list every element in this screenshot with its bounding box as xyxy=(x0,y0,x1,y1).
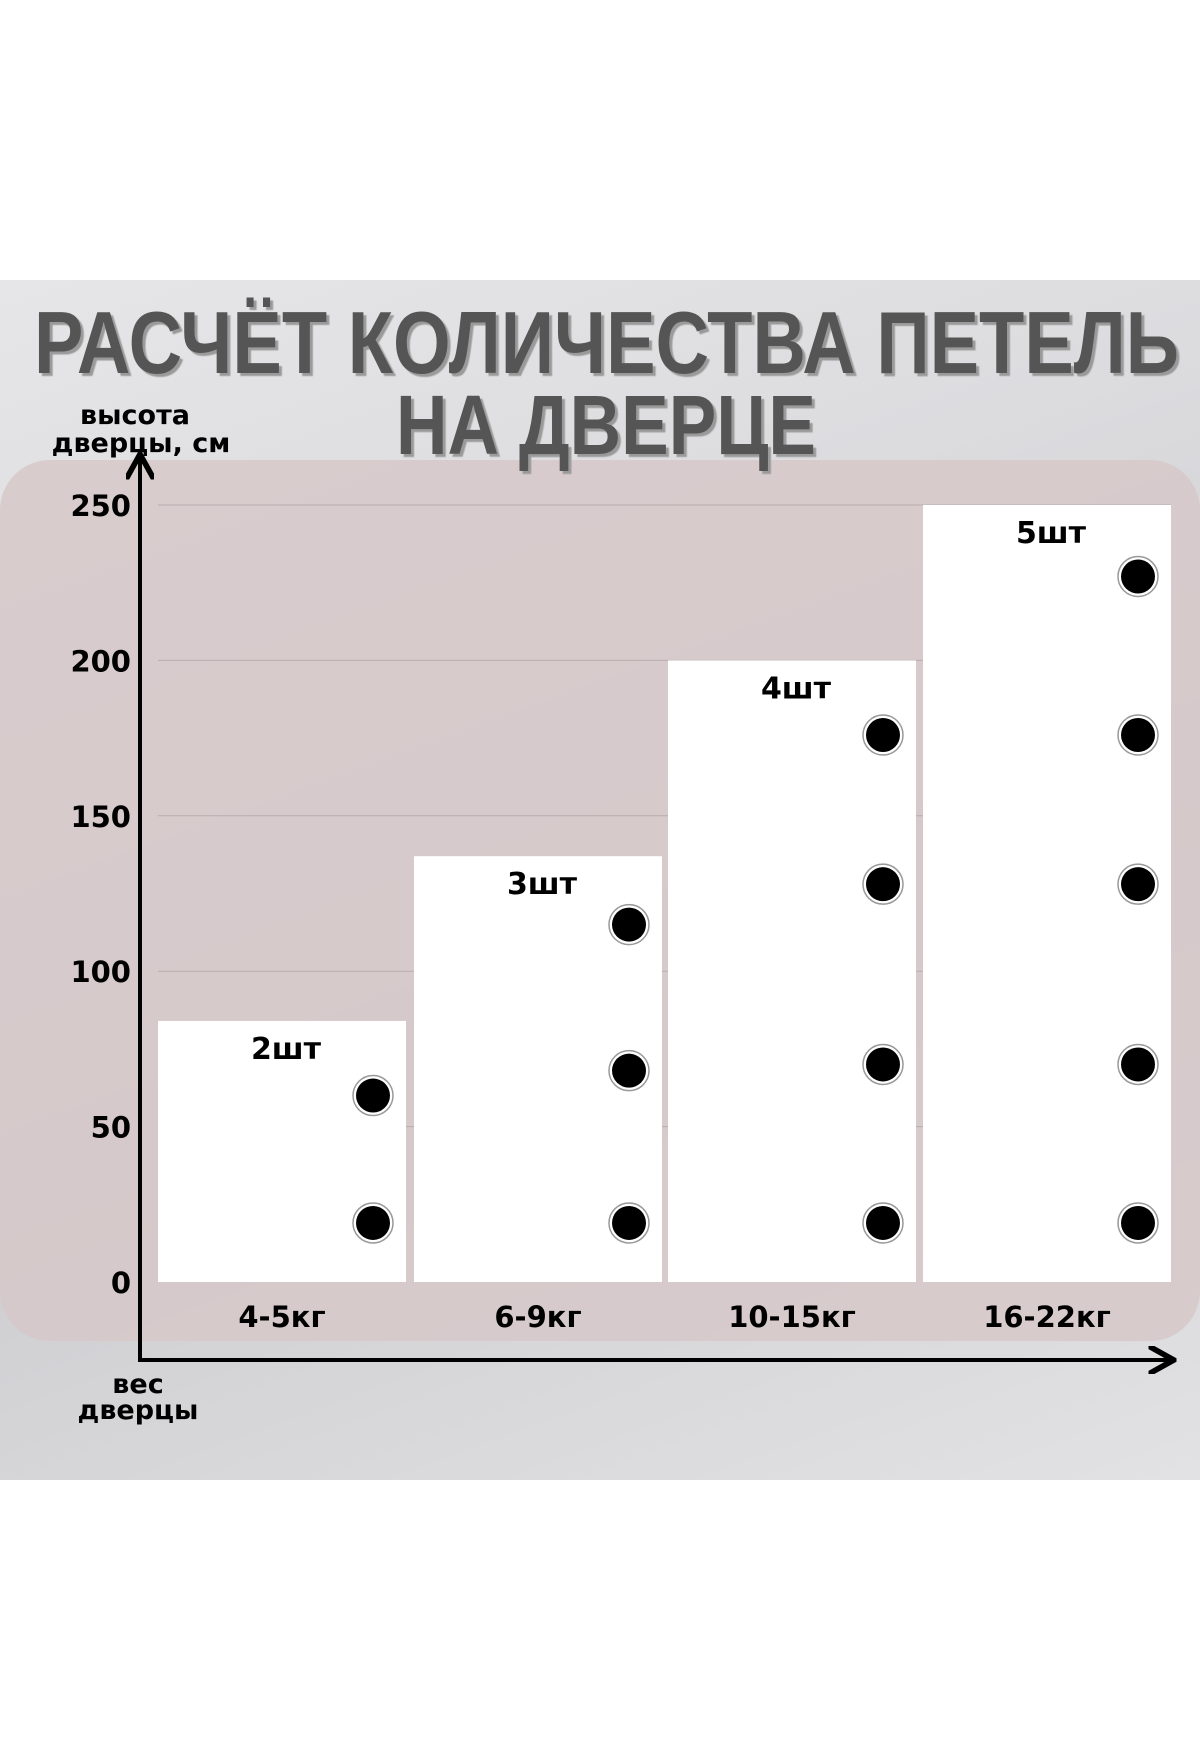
bar-10-15кг xyxy=(668,660,916,1282)
hinge-count-label: 5шт xyxy=(1016,516,1087,551)
hinge-dot xyxy=(1121,1205,1155,1240)
y-tick-label: 250 xyxy=(70,489,131,523)
hinge-dot xyxy=(866,1047,900,1082)
hinge-dot xyxy=(612,1053,646,1088)
hinge-dot xyxy=(1121,717,1155,752)
x-axis-label-line2: дверцы xyxy=(78,1395,199,1426)
x-tick-label: 16-22кг xyxy=(983,1300,1111,1334)
hinge-dot xyxy=(866,867,900,902)
y-tick-label: 0 xyxy=(111,1266,131,1300)
hinge-dot xyxy=(356,1078,390,1113)
hinge-dot xyxy=(1121,559,1155,594)
title-line2: НА ДВЕРЦЕ xyxy=(396,378,816,472)
y-tick-label: 100 xyxy=(70,955,131,989)
y-tick-label: 150 xyxy=(70,800,131,834)
hinge-dot xyxy=(612,1205,646,1240)
hinge-dot xyxy=(1121,867,1155,902)
y-axis-label-line2: дверцы, см xyxy=(52,428,231,459)
x-tick-label: 4-5кг xyxy=(238,1300,325,1334)
y-axis-label-line1: высота xyxy=(80,400,190,431)
x-tick-label: 6-9кг xyxy=(494,1300,581,1334)
hinge-count-label: 4шт xyxy=(761,671,832,706)
y-tick-label: 50 xyxy=(91,1111,131,1145)
x-tick-label: 10-15кг xyxy=(728,1300,856,1334)
hinge-count-label: 2шт xyxy=(251,1032,322,1067)
hinge-dot xyxy=(612,907,646,942)
hinge-dot xyxy=(866,1205,900,1240)
x-axis-label-line1: вес xyxy=(112,1369,163,1400)
hinge-dot xyxy=(1121,1047,1155,1082)
hinge-dot xyxy=(356,1205,390,1240)
hinge-count-label: 3шт xyxy=(507,867,578,902)
hinge-dot xyxy=(866,717,900,752)
title-line1: РАСЧЁТ КОЛИЧЕСТВА ПЕТЕЛЬ xyxy=(34,293,1179,392)
y-tick-label: 200 xyxy=(70,644,131,678)
